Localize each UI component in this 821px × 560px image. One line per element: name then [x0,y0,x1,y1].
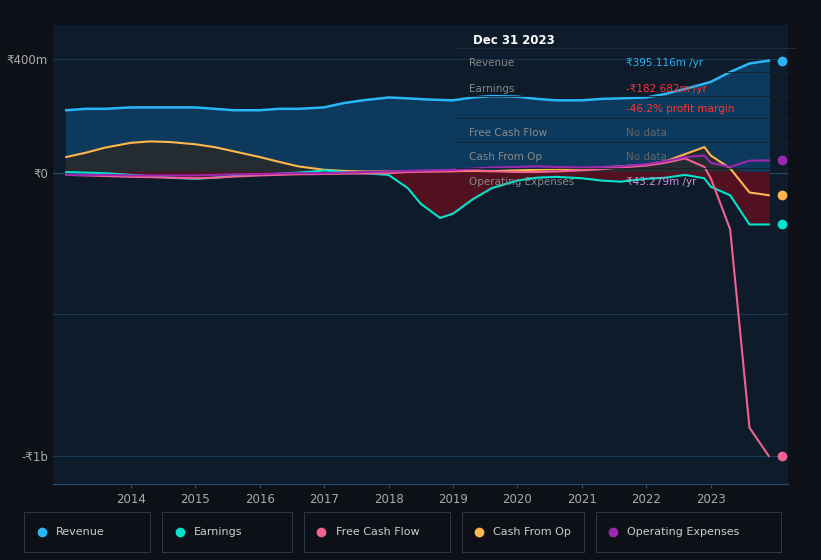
Text: Operating Expenses: Operating Expenses [627,527,740,537]
Text: Cash From Op: Cash From Op [470,152,543,162]
Text: Earnings: Earnings [194,527,242,537]
FancyBboxPatch shape [461,512,584,552]
Text: Revenue: Revenue [470,58,515,68]
Text: -₹182.682m /yr: -₹182.682m /yr [626,84,707,94]
Text: Operating Expenses: Operating Expenses [470,178,575,188]
Text: -46.2% profit margin: -46.2% profit margin [626,104,735,114]
Text: Cash From Op: Cash From Op [493,527,571,537]
Text: ₹43.279m /yr: ₹43.279m /yr [626,178,696,188]
FancyBboxPatch shape [25,512,150,552]
Text: Free Cash Flow: Free Cash Flow [470,128,548,138]
Text: Dec 31 2023: Dec 31 2023 [473,34,554,48]
Text: No data: No data [626,152,667,162]
FancyBboxPatch shape [304,512,450,552]
Text: Revenue: Revenue [56,527,104,537]
Text: ₹395.116m /yr: ₹395.116m /yr [626,58,703,68]
FancyBboxPatch shape [596,512,781,552]
FancyBboxPatch shape [163,512,292,552]
Text: No data: No data [626,128,667,138]
Text: Free Cash Flow: Free Cash Flow [336,527,420,537]
Text: Earnings: Earnings [470,84,515,94]
